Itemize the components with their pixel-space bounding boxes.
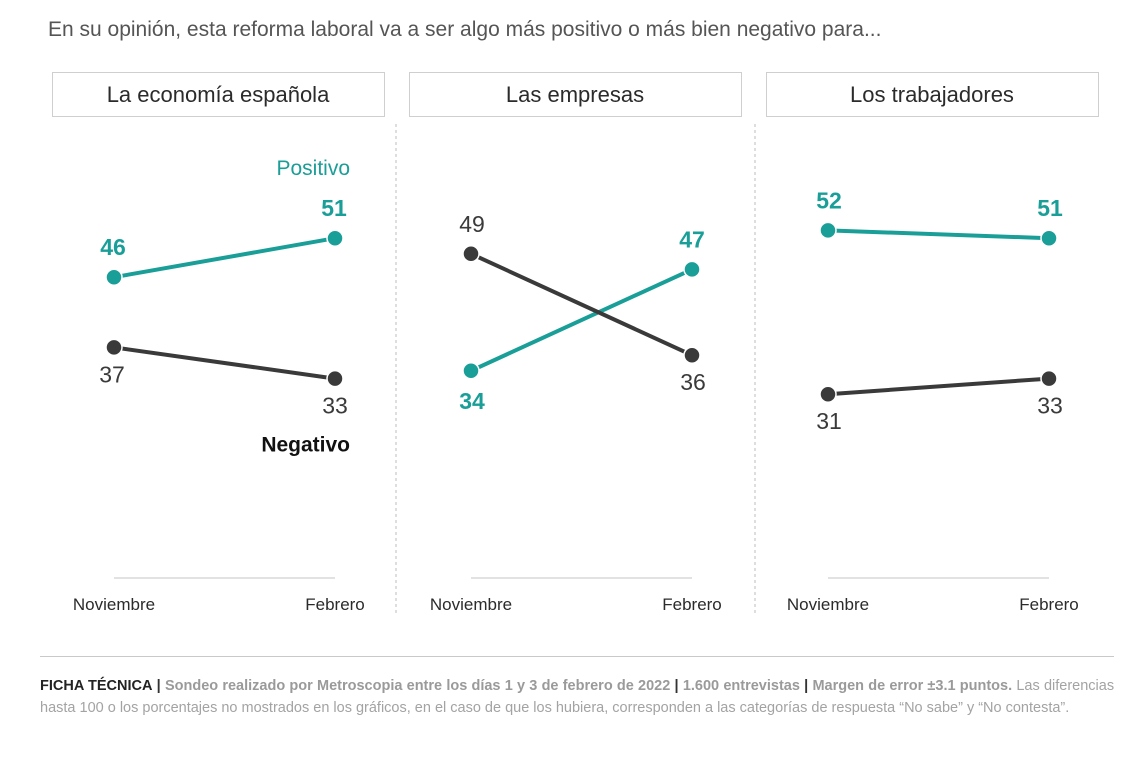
separator: | (804, 678, 809, 694)
positive-data-point (105, 268, 123, 286)
negative-data-label: 36 (680, 369, 706, 395)
negative-data-point (462, 245, 480, 263)
footnote: Las diferencias hasta 100 o los porcenta… (40, 678, 1115, 716)
chart-question-title: En su opinión, esta reforma laboral va a… (48, 18, 882, 41)
positive-data-label: 46 (100, 234, 126, 260)
positive-series-line (112, 236, 337, 280)
panel-title-box (409, 72, 742, 117)
positive-data-label: 47 (679, 226, 705, 252)
negative-series-line (469, 251, 694, 358)
negative-data-label: 31 (816, 408, 842, 434)
technical-note: FICHA TÉCNICA | Sondeo realizado por Met… (40, 656, 1114, 719)
panel-title-box (52, 72, 385, 117)
negative-data-point (819, 385, 837, 403)
line-charts-canvas: La economía española Noviembre Febrero 46 51… (52, 72, 1099, 616)
negative-data-label: 33 (322, 393, 348, 419)
positive-data-point (683, 260, 701, 279)
panel-title: Los trabajadores (850, 82, 1014, 107)
panel-title-box (766, 72, 1099, 117)
x-tick-label: Febrero (1019, 595, 1079, 614)
separator: | (674, 678, 679, 694)
x-tick-label: Febrero (305, 595, 365, 614)
technical-note-label: FICHA TÉCNICA (40, 678, 153, 694)
negative-data-point (683, 346, 701, 364)
interview-count: 1.600 entrevistas (682, 678, 800, 694)
technical-note-text: FICHA TÉCNICA | Sondeo realizado por Met… (40, 675, 1114, 719)
negative-data-point (326, 369, 344, 388)
negative-data-label: 37 (99, 361, 125, 387)
positive-data-label: 51 (1037, 195, 1063, 221)
negative-series-line (112, 345, 337, 381)
negative-series-line (826, 376, 1051, 397)
legend-positivo: Positivo (276, 157, 350, 180)
negative-data-label: 33 (1037, 393, 1063, 419)
positive-data-label: 34 (459, 388, 485, 414)
separator: | (156, 678, 161, 694)
positive-data-label: 51 (321, 195, 347, 221)
positive-series-line (826, 228, 1051, 241)
positive-data-point (462, 362, 480, 380)
margin-of-error: Margen de error ±3.1 puntos. (812, 678, 1013, 694)
negative-data-point (105, 338, 123, 357)
positive-series-line (469, 267, 694, 373)
positive-data-point (1040, 229, 1058, 247)
x-tick-label: Noviembre (430, 595, 512, 614)
legend-negativo: Negativo (261, 434, 350, 457)
panel-title: La economía española (107, 82, 330, 107)
x-tick-label: Noviembre (73, 595, 155, 614)
positive-data-label: 52 (816, 187, 842, 213)
negative-data-point (1040, 369, 1058, 388)
panel-title: Las empresas (506, 82, 644, 107)
x-tick-label: Febrero (662, 595, 722, 614)
positive-data-point (819, 221, 837, 240)
x-tick-label: Noviembre (787, 595, 869, 614)
negative-data-label: 49 (459, 211, 485, 237)
positive-data-point (326, 229, 344, 247)
survey-description: Sondeo realizado por Metroscopia entre l… (164, 678, 671, 694)
